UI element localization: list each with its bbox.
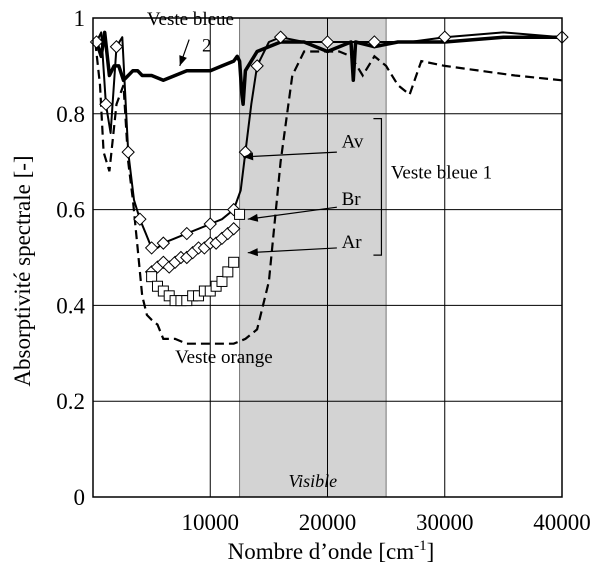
annotation-2: Av bbox=[342, 131, 364, 152]
series-4-line bbox=[94, 41, 563, 345]
series-1-point-6 bbox=[121, 145, 135, 159]
annotation-6: Veste orange bbox=[175, 347, 273, 368]
y-tick-label: 0.4 bbox=[56, 293, 85, 318]
visible-band-label: Visible bbox=[289, 471, 338, 491]
annotations: Veste bleue 2 Av Br Ar Veste bleue 1 Veste ora… bbox=[147, 9, 492, 368]
series-3-point-15 bbox=[234, 208, 246, 220]
series-3-point-13 bbox=[222, 266, 234, 278]
arrow-2-shaft bbox=[247, 247, 337, 254]
series-2-point-14 bbox=[226, 222, 241, 236]
series-1-point-12 bbox=[156, 236, 171, 250]
series-1-point-24 bbox=[273, 30, 288, 44]
arrow-2-head bbox=[247, 248, 258, 257]
series-3-point-0 bbox=[146, 271, 158, 283]
veste-bleue-1-bracket bbox=[373, 117, 383, 256]
series-1-point-2 bbox=[99, 97, 113, 111]
series-3-point-14 bbox=[228, 256, 240, 268]
series-0-line bbox=[94, 30, 562, 106]
series-1-point-4 bbox=[109, 40, 124, 54]
series-1-point-10 bbox=[144, 241, 159, 255]
x-axis-label: Nombre d’onde [cm-1] bbox=[228, 538, 435, 564]
x-axis-label-exponent: -1 bbox=[414, 538, 427, 554]
series-1-point-26 bbox=[320, 35, 335, 49]
x-tick-label: 10000 bbox=[182, 510, 240, 535]
series-1-point-30 bbox=[438, 30, 452, 44]
series-1-point-16 bbox=[203, 217, 217, 231]
annotation-5: Veste bleue 1 bbox=[391, 162, 492, 183]
x-tick-label: 20000 bbox=[299, 510, 357, 535]
y-tick-label: 0.8 bbox=[56, 102, 85, 127]
series-1-point-8 bbox=[133, 212, 147, 226]
bracket-line bbox=[373, 117, 383, 256]
arrow-0-shaft bbox=[243, 151, 337, 158]
visible-band-rect bbox=[239, 17, 387, 498]
arrow-3-head bbox=[179, 55, 187, 66]
annotation-4: Ar bbox=[342, 232, 363, 253]
series-1-point-22 bbox=[250, 59, 264, 73]
tick-labels: 10000 20000 30000 40000 0 0.2 0.4 0.6 0.8 1 bbox=[56, 6, 591, 535]
plot-frame bbox=[92, 17, 563, 498]
y-tick-label: 0.2 bbox=[56, 389, 85, 414]
arrow-0-head bbox=[243, 152, 254, 161]
series-1-point-28 bbox=[367, 35, 382, 49]
arrow-1-shaft bbox=[247, 206, 337, 220]
series-3-point-12 bbox=[216, 275, 228, 287]
y-tick-label: 0 bbox=[74, 485, 86, 510]
y-axis-label: Absorptivité spectrale [-] bbox=[10, 155, 35, 386]
x-axis-label-end: ] bbox=[427, 539, 435, 564]
x-axis-label-main: Nombre d’onde [cm bbox=[228, 539, 415, 564]
annotation-arrows bbox=[179, 39, 337, 257]
arrow-1-head bbox=[247, 213, 259, 222]
annotation-0: Veste bleue bbox=[147, 9, 234, 30]
y-tick-label: 1 bbox=[74, 6, 86, 31]
x-tick-label: 40000 bbox=[533, 510, 591, 535]
x-tick-label: 30000 bbox=[416, 510, 474, 535]
series-1-point-14 bbox=[180, 226, 194, 241]
y-tick-label: 0.6 bbox=[56, 198, 85, 223]
annotation-3: Br bbox=[342, 189, 362, 210]
visible-band: Visible bbox=[239, 17, 387, 498]
annotation-1: 2 bbox=[202, 36, 212, 57]
